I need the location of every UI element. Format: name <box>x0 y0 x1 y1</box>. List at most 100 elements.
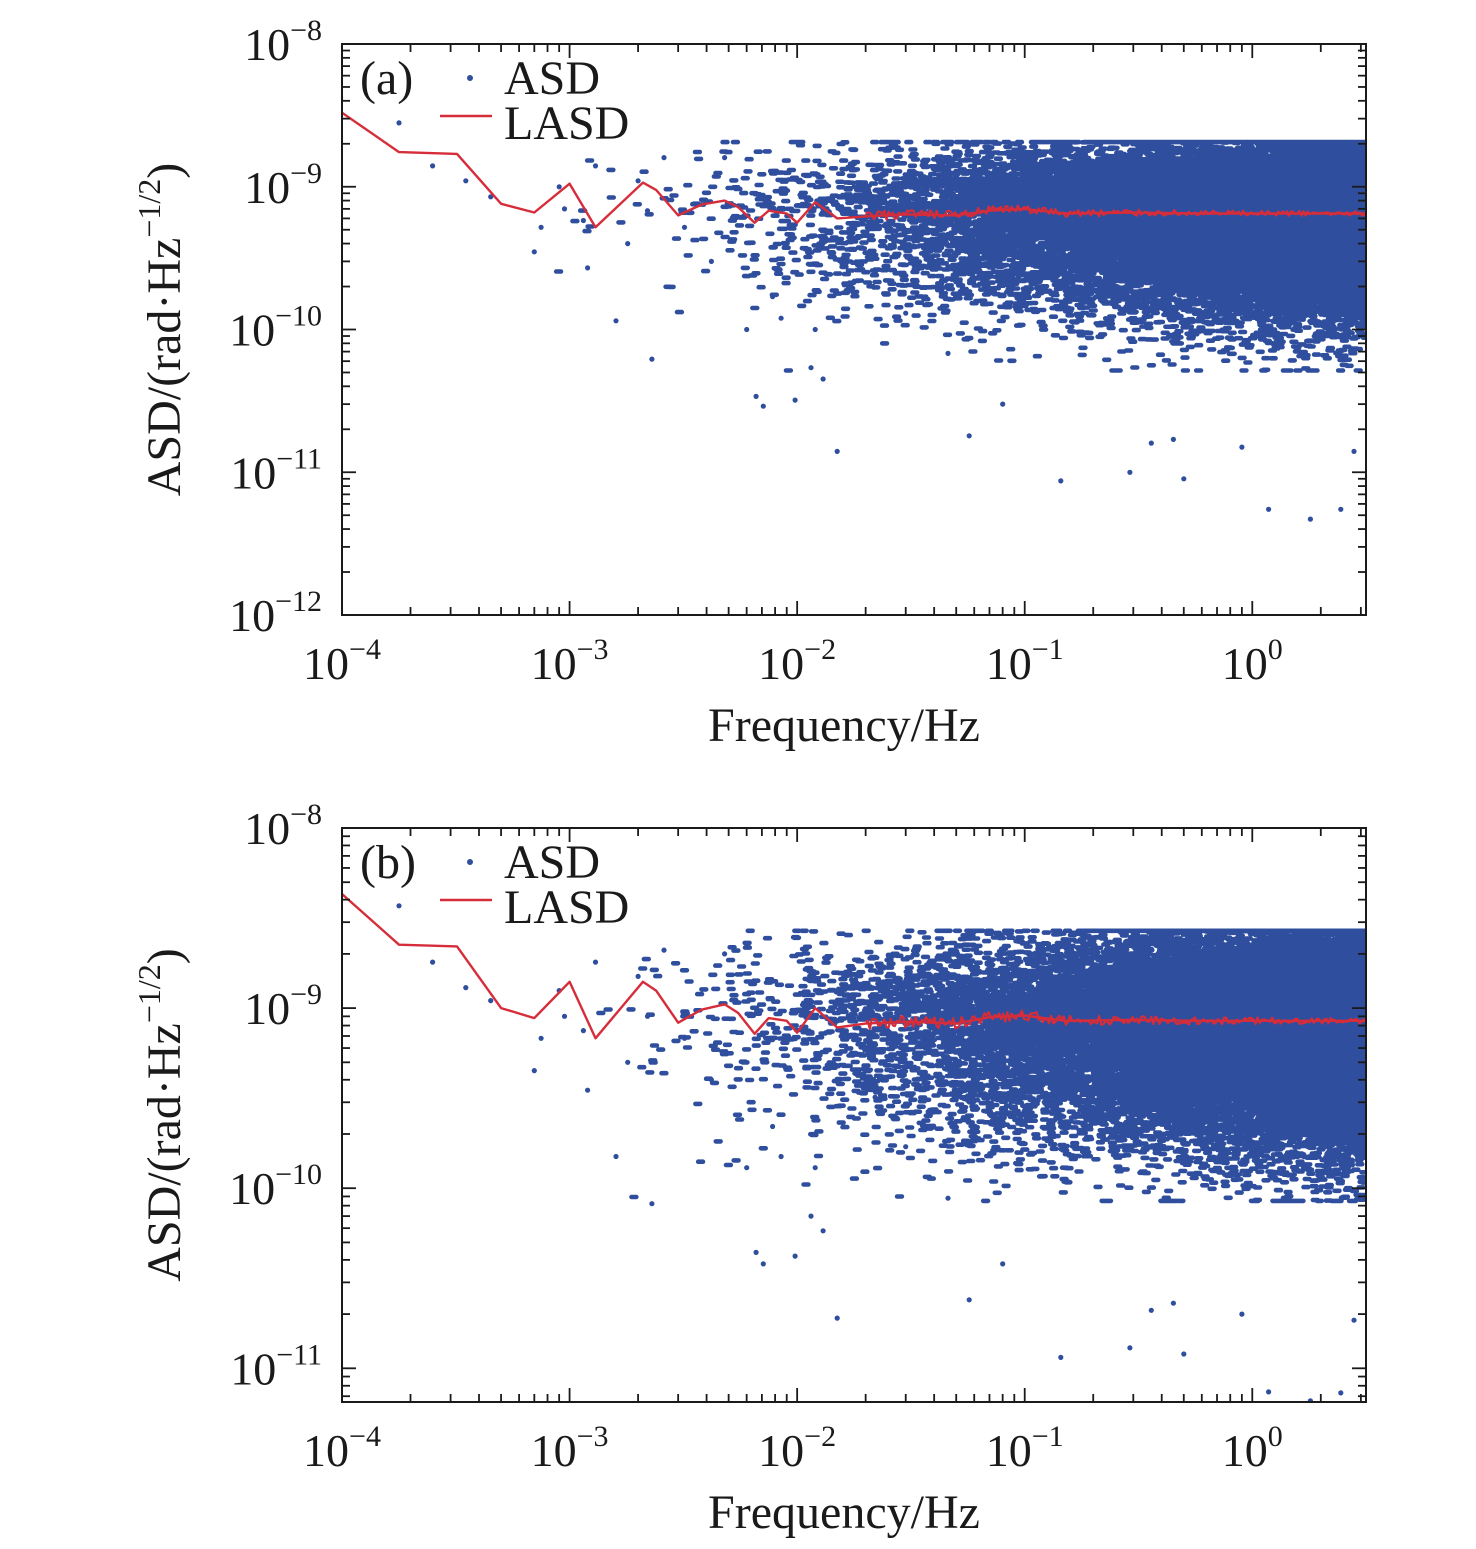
asd-point <box>531 1068 537 1074</box>
asd-point <box>1266 1389 1272 1395</box>
x-tick-label-base: 10 <box>1222 638 1268 689</box>
y-axis-label-close: ) <box>138 163 191 179</box>
x-tick-label: 10−1 <box>986 1420 1064 1476</box>
asd-point <box>1181 476 1187 482</box>
x-tick-label-exp: 0 <box>1268 1420 1283 1453</box>
asd-point <box>649 1201 655 1207</box>
x-tick-label: 10−3 <box>531 1420 609 1476</box>
asd-point <box>592 959 599 965</box>
asd-point <box>1058 1354 1064 1360</box>
x-tick-label-exp: −2 <box>804 633 836 666</box>
asd-point <box>463 985 469 991</box>
asd-point <box>820 376 826 382</box>
asd-point <box>1000 401 1006 407</box>
asd-point <box>872 270 878 276</box>
legend-asd-label: ASD <box>504 52 600 105</box>
asd-cloud-path <box>553 139 1366 373</box>
x-tick-label-base: 10 <box>986 1425 1032 1476</box>
x-tick-label: 10−2 <box>758 633 836 689</box>
x-tick-label-exp: −2 <box>804 1420 836 1453</box>
y-tick-label-base: 10 <box>230 447 276 498</box>
x-tick-label: 10−2 <box>758 1420 836 1476</box>
asd-point <box>1148 1307 1154 1313</box>
asd-point <box>396 903 402 909</box>
x-tick-label: 100 <box>1222 1420 1283 1476</box>
asd-point <box>531 249 537 255</box>
y-tick-label-base: 10 <box>229 305 275 356</box>
asd-point <box>681 1035 688 1041</box>
panel-label: (b) <box>360 836 416 889</box>
asd-point <box>820 1228 826 1234</box>
x-tick-label-exp: −4 <box>349 1420 381 1453</box>
asd-point <box>722 155 728 161</box>
asd-cloud-path <box>596 928 1366 1204</box>
asd-point <box>561 1013 568 1019</box>
asd-point <box>834 448 840 454</box>
asd-point <box>644 208 651 214</box>
x-axis-label: Frequency/Hz <box>708 699 980 752</box>
panel-label: (a) <box>360 52 413 105</box>
asd-point <box>1351 1317 1357 1323</box>
asd-point <box>1127 469 1133 475</box>
asd-point <box>945 1195 951 1201</box>
asd-point <box>966 433 972 439</box>
y-tick-label: 10−10 <box>229 1158 322 1214</box>
x-tick-label-base: 10 <box>531 1425 577 1476</box>
asd-point <box>625 241 631 247</box>
asd-point <box>580 1028 587 1034</box>
legend-lasd-label: LASD <box>504 97 629 150</box>
asd-point <box>635 973 641 980</box>
x-tick-label-exp: −1 <box>1032 633 1064 666</box>
x-tick-label: 10−4 <box>303 633 381 689</box>
x-tick-label-exp: −4 <box>349 633 381 666</box>
asd-point <box>1266 506 1272 512</box>
chart-panel-b: 10−4 10−3 10−2 10−1 100Frequency/Hz10−810−91… <box>131 798 1367 1539</box>
x-tick-label: 100 <box>1222 633 1283 689</box>
y-axis-label: ASD/(rad·Hz−1/2) <box>131 163 191 497</box>
asd-point <box>708 1077 715 1083</box>
asd-point <box>488 998 494 1004</box>
asd-point <box>625 1059 631 1065</box>
y-tick-label-exp: −8 <box>290 14 322 47</box>
asd-point <box>592 163 599 169</box>
asd-point <box>808 365 814 371</box>
legend-lasd-label: LASD <box>504 881 629 934</box>
asd-point <box>778 315 784 321</box>
y-tick-label-exp: −10 <box>275 1158 322 1191</box>
y-tick-label-exp: −10 <box>275 300 322 333</box>
asd-point <box>635 178 641 184</box>
asd-point <box>396 120 402 126</box>
asd-point <box>649 356 655 362</box>
y-tick-label-base: 10 <box>229 1163 275 1214</box>
y-tick-label: 10−9 <box>244 978 322 1034</box>
asd-point <box>966 1297 972 1303</box>
asd-point <box>613 1153 619 1160</box>
asd-point <box>538 1035 544 1041</box>
asd-point <box>744 1165 750 1171</box>
x-tick-label-exp: 0 <box>1268 633 1283 666</box>
asd-point <box>613 318 619 324</box>
x-tick-label: 10−1 <box>986 633 1064 689</box>
asd-scatter-cloud <box>396 903 1366 1402</box>
asd-point <box>792 1253 798 1259</box>
asd-point <box>488 194 494 200</box>
asd-point <box>872 1094 878 1100</box>
y-axis-label-main: ASD/(rad·Hz <box>138 238 191 497</box>
asd-point <box>903 310 909 316</box>
y-tick-label: 10−9 <box>244 157 322 213</box>
y-tick-label-exp: −9 <box>290 978 322 1011</box>
asd-point <box>1181 1351 1187 1357</box>
asd-point <box>1239 1311 1245 1317</box>
asd-point <box>1148 440 1154 446</box>
asd-point <box>1351 448 1357 454</box>
asd-point <box>903 1144 909 1150</box>
y-tick-label-exp: −11 <box>276 442 322 475</box>
y-tick-label: 10−12 <box>229 585 322 641</box>
y-tick-label-base: 10 <box>244 803 290 854</box>
x-tick-label-base: 10 <box>303 638 349 689</box>
